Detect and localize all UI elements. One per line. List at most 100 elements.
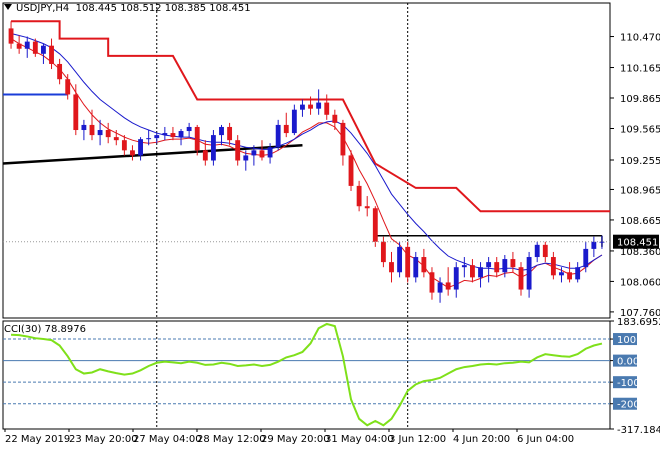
candle-body: [202, 150, 208, 161]
candle-body: [130, 150, 135, 156]
time-axis-label: 4 Jun 20:00: [453, 434, 510, 445]
price-tick-label: 110.165: [620, 64, 660, 75]
candle-body: [437, 282, 443, 293]
time-axis-label: 23 May 20:00: [69, 434, 138, 445]
candle-body: [421, 257, 427, 273]
main-pane-frame: [2, 2, 611, 319]
cci-tick-label: -100: [617, 378, 640, 389]
candle-body: [526, 257, 532, 290]
chart-header: USDJPY,H4 108.445 108.512 108.385 108.45…: [4, 3, 251, 14]
dropdown-triangle-icon[interactable]: [4, 4, 12, 10]
candle-body: [146, 138, 152, 140]
price-tick-label: 107.760: [620, 308, 660, 319]
candle-body: [389, 262, 394, 273]
candle-body: [291, 109, 297, 134]
candle-body: [97, 130, 103, 136]
candle-body: [518, 267, 524, 290]
candle-body: [308, 104, 313, 109]
candle-body: [542, 244, 548, 258]
candle-body: [332, 114, 338, 123]
candle-body: [227, 126, 233, 141]
candle-body: [8, 28, 14, 44]
candle-body: [210, 135, 216, 161]
candle-body: [429, 272, 435, 293]
candle-body: [178, 131, 184, 138]
candle-body: [494, 262, 500, 273]
candle-body: [445, 282, 451, 290]
candle-body: [599, 241, 605, 243]
time-axis-label: 27 May 04:00: [133, 434, 202, 445]
candle-body: [348, 155, 354, 186]
cci-level-badge: [613, 333, 637, 346]
candle-body: [259, 150, 265, 158]
candle-body: [283, 124, 289, 134]
candle-body: [300, 104, 305, 110]
time-axis-label: 28 May 12:00: [197, 434, 266, 445]
candle-body: [235, 140, 241, 161]
candle-body: [81, 124, 87, 131]
candle-body: [89, 124, 95, 136]
time-axis-label: 3 Jun 12:00: [389, 434, 446, 445]
candle-body: [324, 102, 330, 115]
candle-body: [470, 265, 475, 278]
candle-body: [32, 41, 38, 54]
candle-body: [138, 139, 143, 156]
cci-level-badge: [613, 376, 637, 389]
candle-body: [154, 135, 160, 139]
price-tick-label: 108.060: [620, 277, 660, 288]
candle-body: [57, 63, 63, 80]
candle-body: [243, 155, 249, 161]
time-axis-label: 29 May 20:00: [261, 434, 330, 445]
cci-level-badge: [613, 354, 637, 367]
candle-body: [121, 140, 127, 151]
symbol-timeframe: USDJPY,H4: [16, 3, 70, 14]
ohlc-values: 108.445 108.512 108.385 108.451: [75, 3, 251, 14]
candle-body: [372, 208, 378, 242]
candle-body: [486, 262, 492, 268]
slow-ma-line: [10, 38, 603, 289]
candle-body: [340, 122, 346, 156]
candle-body: [534, 244, 540, 258]
cci-tick-label: -317.184: [617, 425, 660, 436]
candle-body: [24, 41, 30, 49]
candle-body: [478, 267, 483, 278]
time-axis-label: 6 Jun 04:00: [517, 434, 574, 445]
candle-body: [591, 241, 597, 249]
candle-body: [170, 133, 176, 138]
price-tick-label: 108.965: [620, 185, 660, 196]
cci-level-badge: [613, 397, 637, 410]
candle-body: [405, 246, 411, 278]
candle-body: [194, 126, 200, 151]
candle-body: [583, 248, 589, 268]
cci-tick-label: 100: [617, 335, 636, 346]
candle-body: [251, 150, 257, 156]
candle-body: [413, 257, 419, 278]
price-tick-label: 108.665: [620, 216, 660, 227]
candle-body: [316, 102, 322, 109]
fast-ma-line: [10, 32, 603, 271]
indicator-header: CCI(30) 78.8976: [4, 324, 86, 335]
candle-body: [550, 257, 556, 276]
candle-body: [567, 272, 573, 280]
time-axis-label: 31 May 04:00: [325, 434, 394, 445]
candle-body: [397, 246, 403, 273]
candle-body: [380, 241, 386, 263]
candle-body: [16, 43, 22, 49]
candle-body: [356, 185, 362, 207]
candle-body: [453, 267, 459, 290]
channel-upper-line: [11, 20, 611, 213]
candle-body: [275, 124, 281, 148]
cci-tick-label: -200: [617, 400, 640, 411]
candle-body: [40, 45, 46, 54]
candle-body: [510, 259, 516, 268]
price-tick-label: 109.865: [620, 94, 660, 105]
candle-body: [186, 126, 192, 132]
current-price-label: 108.451: [617, 238, 658, 249]
cci-tick-label: 0.00: [617, 357, 639, 368]
candle-body: [113, 137, 119, 141]
candle-body: [364, 206, 370, 209]
candle-body: [65, 79, 71, 95]
price-tick-label: 109.565: [620, 124, 660, 135]
cci-line: [10, 322, 603, 427]
